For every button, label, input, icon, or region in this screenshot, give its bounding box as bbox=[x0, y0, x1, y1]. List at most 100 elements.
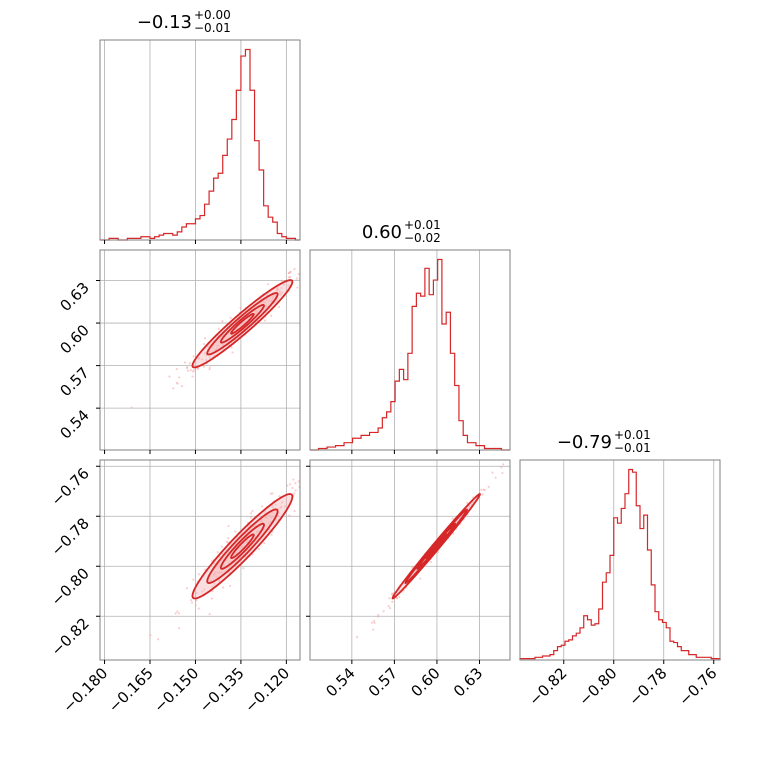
scatter-point bbox=[190, 601, 194, 604]
scatter-point bbox=[186, 369, 189, 372]
scatter-point bbox=[388, 597, 391, 600]
scatter-point bbox=[502, 463, 505, 466]
axis-tick-labels: −0.180−0.165−0.150−0.135−0.120 0.54 0.57 0.… bbox=[48, 279, 721, 716]
scatter-point bbox=[395, 597, 399, 600]
scatter-point bbox=[297, 272, 300, 276]
scatter-panel-1-2 bbox=[306, 438, 525, 664]
scatter-point bbox=[287, 284, 290, 287]
x-tick-label: −0.82 bbox=[525, 664, 570, 709]
title-value: −0.13 bbox=[137, 12, 192, 33]
scatter-point bbox=[217, 327, 220, 330]
scatter-point bbox=[188, 362, 191, 365]
scatter-point bbox=[218, 555, 221, 559]
y-tick-label: 0.63 bbox=[56, 279, 92, 315]
scatter-point bbox=[225, 540, 229, 544]
x-tick-label: −0.80 bbox=[575, 664, 620, 709]
scatter-point bbox=[288, 514, 291, 517]
scatter-point bbox=[398, 595, 401, 599]
scatter-point bbox=[291, 486, 294, 490]
scatter-point bbox=[330, 460, 332, 462]
scatter-point bbox=[195, 591, 198, 595]
scatter-point bbox=[149, 634, 152, 637]
scatter-point bbox=[501, 471, 504, 475]
scatter-point bbox=[293, 492, 296, 495]
scatter-point bbox=[130, 406, 133, 409]
scatter-point bbox=[523, 438, 525, 440]
scatter-point bbox=[388, 607, 392, 610]
scatter-point bbox=[186, 366, 189, 369]
title-upper-error: +0.01 bbox=[614, 428, 651, 442]
scatter-point bbox=[487, 485, 490, 488]
scatter-point bbox=[221, 586, 225, 589]
scatter-point bbox=[482, 488, 485, 491]
scatter-point bbox=[500, 466, 503, 469]
scatter-point bbox=[491, 471, 494, 474]
panel-content bbox=[149, 460, 332, 641]
contour-level-2 bbox=[219, 303, 265, 344]
scatter-point bbox=[221, 320, 224, 323]
scatter-point bbox=[172, 387, 175, 390]
panel-frame bbox=[99, 459, 301, 661]
scatter-point bbox=[278, 289, 282, 292]
scatter-point bbox=[229, 584, 232, 587]
panel-frame bbox=[519, 459, 721, 661]
x-tick-label: −0.180 bbox=[59, 664, 111, 716]
title-lower-error: −0.02 bbox=[404, 231, 441, 245]
x-tick-label: −0.78 bbox=[625, 664, 670, 709]
scatter-point bbox=[289, 483, 292, 486]
panel-title-0: −0.13 +0.00−0.01 bbox=[137, 8, 231, 35]
scatter-point bbox=[263, 319, 267, 322]
scatter-point bbox=[230, 346, 233, 349]
scatter-point bbox=[313, 501, 315, 503]
scatter-point bbox=[466, 501, 469, 505]
scatter-point bbox=[207, 345, 210, 348]
scatter-point bbox=[280, 505, 283, 508]
scatter-point bbox=[178, 376, 181, 379]
scatter-point bbox=[272, 506, 275, 509]
hist-panel-2 bbox=[519, 459, 721, 664]
contour-level-2 bbox=[219, 522, 265, 570]
scatter-point bbox=[229, 316, 232, 319]
scatter-point bbox=[295, 277, 298, 280]
scatter-point bbox=[193, 369, 196, 372]
scatter-point bbox=[208, 612, 211, 616]
scatter-point bbox=[242, 567, 245, 570]
contour-level-1 bbox=[206, 292, 279, 356]
scatter-point bbox=[292, 478, 295, 481]
scatter-point bbox=[277, 514, 280, 518]
scatter-panel-0-2 bbox=[96, 459, 332, 664]
contour-level-3 bbox=[230, 533, 255, 560]
scatter-point bbox=[203, 337, 207, 340]
scatter-point bbox=[278, 494, 281, 498]
scatter-point bbox=[284, 505, 287, 508]
scatter-point bbox=[294, 481, 297, 485]
scatter-point bbox=[270, 533, 273, 536]
scatter-point bbox=[391, 600, 394, 603]
panel-frame bbox=[99, 39, 301, 241]
scatter-point bbox=[202, 343, 206, 346]
scatter-point bbox=[231, 351, 234, 354]
scatter-point bbox=[451, 517, 454, 520]
scatter-point bbox=[192, 355, 195, 358]
scatter-point bbox=[494, 476, 497, 479]
scatter-point bbox=[274, 503, 277, 506]
scatter-panel-0-1 bbox=[96, 249, 303, 454]
y-tick-label: −0.82 bbox=[48, 614, 93, 659]
scatter-point bbox=[280, 501, 284, 504]
scatter-point bbox=[216, 551, 219, 554]
scatter-point bbox=[227, 537, 230, 540]
scatter-point bbox=[180, 385, 184, 388]
scatter-point bbox=[279, 293, 282, 296]
scatter-point bbox=[176, 382, 179, 385]
scatter-point bbox=[192, 578, 195, 581]
x-tick-label: 0.57 bbox=[365, 664, 401, 700]
scatter-point bbox=[306, 463, 308, 465]
scatter-point bbox=[202, 365, 205, 368]
panel-frame bbox=[309, 249, 511, 451]
scatter-point bbox=[370, 621, 373, 624]
scatter-point bbox=[301, 274, 303, 276]
panel-frame bbox=[99, 249, 301, 451]
scatter-point bbox=[211, 590, 214, 593]
